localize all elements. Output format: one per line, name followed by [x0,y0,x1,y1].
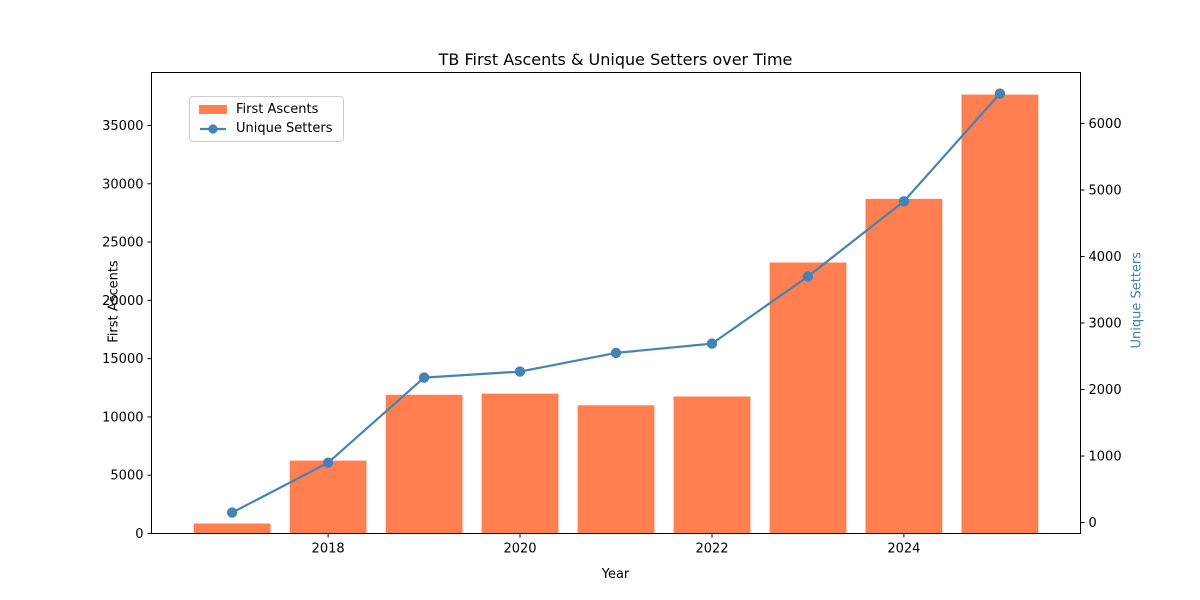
line-marker-2018 [322,457,334,468]
left-tick-label: 20000 [102,294,143,309]
left-tick-label: 30000 [102,177,143,192]
x-tick-label: 2020 [503,542,536,557]
left-y-axis-label: First Ascents [106,260,122,343]
line-marker-2020 [514,366,526,377]
right-tick-label: 5000 [1089,184,1122,199]
right-tick-label: 3000 [1089,317,1122,332]
legend-label-unique-setters: Unique Setters [236,121,333,136]
legend-line-swatch-icon [200,123,226,134]
line-marker-2024 [898,196,910,207]
left-tick-label: 5000 [110,469,143,484]
legend: First Ascents Unique Setters [189,96,344,142]
legend-item-first-ascents: First Ascents [199,103,333,116]
right-tick-label: 2000 [1089,383,1122,398]
line-marker-2017 [226,507,238,518]
bar-2018 [289,460,367,534]
bar-2020 [481,393,559,534]
right-tick-label: 1000 [1089,450,1122,465]
bar-2021 [577,405,655,534]
bar-2024 [865,198,943,534]
left-tick-label: 0 [135,527,143,542]
x-tick-label: 2018 [312,542,345,557]
left-tick-label: 35000 [102,119,143,134]
line-marker-2025 [994,88,1006,99]
right-tick-label: 6000 [1089,117,1122,132]
bar-2017 [193,523,271,534]
axes-spines [151,72,1081,534]
bar-2019 [385,394,463,534]
chart-title: TB First Ascents & Unique Setters over T… [438,50,793,69]
x-tick-label: 2024 [887,542,920,557]
line-marker-2022 [706,338,718,349]
line-marker-2021 [610,347,622,359]
right-tick-label: 4000 [1089,250,1122,265]
x-tick-label: 2022 [695,542,728,557]
bar-2023 [769,262,847,534]
bar-2025 [961,94,1039,534]
line-marker-2019 [418,372,430,383]
x-axis-label: Year [601,567,630,582]
right-y-axis-label: Unique Setters [1129,251,1145,349]
legend-label-first-ascents: First Ascents [236,102,319,117]
right-tick-label: 0 [1089,516,1097,531]
legend-item-unique-setters: Unique Setters [199,122,333,135]
left-tick-label: 15000 [102,352,143,367]
bar-2022 [673,396,751,534]
line-marker-2023 [802,271,814,282]
legend-bar-swatch-icon [199,105,227,114]
left-tick-label: 10000 [102,410,143,425]
left-tick-label: 25000 [102,236,143,251]
